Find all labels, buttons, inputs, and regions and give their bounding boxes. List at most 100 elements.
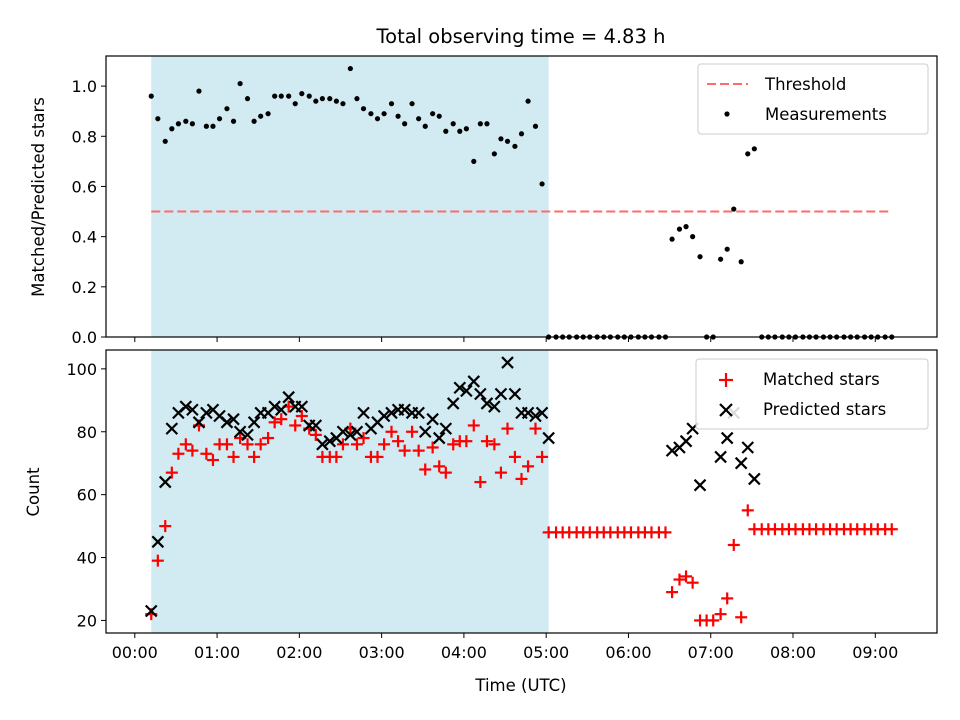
legend: Threshold Measurements — [697, 63, 929, 135]
measurement-point — [327, 96, 333, 102]
matched-star-point — [515, 472, 528, 485]
legend-matched-label: Matched stars — [763, 370, 880, 389]
x-tick-label: 00:00 — [112, 643, 158, 662]
measurement-point — [374, 116, 381, 122]
predicted-star-point — [274, 403, 288, 417]
predicted-star-point — [418, 425, 432, 439]
measurement-point — [409, 101, 415, 107]
predicted-star-point — [714, 450, 727, 464]
y-axis-label: Count — [24, 467, 43, 517]
predicted-star-point — [344, 428, 357, 442]
measurement-point — [738, 259, 744, 265]
predicted-star-point — [508, 387, 522, 401]
y-tick-label: 80 — [77, 423, 97, 442]
matched-star-point — [426, 441, 439, 454]
measurement-point — [690, 234, 696, 240]
matched-star-point — [330, 450, 343, 463]
measurement-point — [477, 121, 483, 127]
predicted-star-point — [309, 419, 323, 432]
y-tick-label: 60 — [77, 486, 97, 505]
predicted-star-point — [480, 397, 494, 410]
y-tick-label: 0.0 — [72, 328, 97, 347]
y-tick-label: 0.2 — [72, 278, 97, 297]
legend-measurements-label: Measurements — [765, 105, 887, 124]
measurement-point — [333, 98, 339, 104]
predicted-star-point — [460, 384, 473, 398]
matched-star-point — [309, 428, 322, 441]
measurement-point — [196, 88, 202, 94]
measurement-point — [224, 106, 230, 112]
measurement-point — [491, 151, 497, 157]
matched-star-point — [200, 447, 213, 460]
predicted-star-point — [179, 400, 193, 413]
measurement-point — [518, 131, 525, 137]
measurement-point — [354, 96, 360, 102]
matched-star-point — [488, 438, 501, 451]
measurement-point — [340, 101, 346, 107]
predicted-star-point — [233, 425, 247, 439]
y-axis-label: Matched/Predicted stars — [29, 97, 48, 297]
predicted-star-point — [323, 434, 337, 448]
chart-bottom: 20 40 60 80 100 00:00 01:00 02:00 03:00 04:00 05:… — [24, 349, 938, 695]
measurement-point — [313, 98, 319, 104]
x-tick-label: 01:00 — [194, 643, 240, 662]
predicted-star-point — [377, 409, 391, 423]
matched-star-point — [522, 460, 535, 473]
measurement-point — [395, 113, 401, 119]
predicted-star-point — [521, 406, 535, 420]
measurement-point — [388, 101, 395, 107]
measurement-point — [676, 226, 683, 232]
measurement-point — [504, 138, 511, 144]
measurement-point — [697, 254, 703, 260]
predicted-star-point — [439, 422, 453, 435]
matched-star-point — [371, 450, 384, 463]
predicted-star-point — [268, 400, 281, 413]
matched-star-point — [350, 438, 363, 451]
measurement-point — [381, 111, 387, 117]
matched-star-point — [433, 460, 446, 473]
measurement-point — [532, 123, 539, 129]
predicted-star-point — [192, 416, 206, 429]
matched-star-point — [680, 570, 693, 583]
matched-star-point — [398, 444, 411, 457]
y-tick-label: 0.6 — [72, 177, 97, 196]
matched-star-point — [275, 413, 288, 426]
legend-threshold-label: Threshold — [764, 75, 846, 94]
matched-star-point — [536, 450, 549, 463]
chart-top: Total observing time = 4.83 h 0.00.20.40… — [29, 25, 938, 347]
measurement-point — [230, 118, 237, 124]
predicted-star-point — [474, 387, 487, 401]
measurement-point — [512, 143, 518, 149]
predicted-star-point — [247, 416, 261, 429]
measurement-point — [539, 181, 545, 187]
predicted-star-point — [426, 412, 439, 426]
measurement-point — [683, 224, 689, 230]
predicted-star-point — [741, 441, 755, 454]
predicted-star-point — [446, 397, 460, 410]
measurement-point — [299, 91, 305, 97]
matched-star-point — [467, 419, 480, 432]
predicted-star-point — [144, 604, 158, 618]
legend-matched-swatch — [719, 373, 733, 387]
predicted-star-point — [186, 403, 199, 417]
matched-star-point — [254, 438, 267, 451]
matched-star-point — [885, 523, 898, 536]
predicted-star-point — [385, 406, 398, 420]
measurement-point — [443, 128, 449, 134]
y-tick-label: 100 — [66, 360, 97, 379]
matched-star-point — [501, 422, 514, 435]
matched-star-point — [460, 435, 473, 448]
y-tick-label: 0.4 — [72, 228, 97, 247]
matched-star-point — [227, 450, 240, 463]
measurement-point — [416, 116, 422, 122]
shaded-observing-interval — [151, 350, 549, 633]
predicted-star-point — [336, 425, 350, 439]
measurement-point — [306, 93, 312, 99]
predicted-star-point — [432, 431, 446, 445]
x-tick-label: 06:00 — [605, 643, 651, 662]
shaded-observing-interval — [151, 56, 549, 337]
measurement-point — [745, 151, 751, 157]
matched-star-point — [378, 438, 391, 451]
matched-star-point — [673, 573, 686, 586]
predicted-star-point — [165, 422, 179, 435]
